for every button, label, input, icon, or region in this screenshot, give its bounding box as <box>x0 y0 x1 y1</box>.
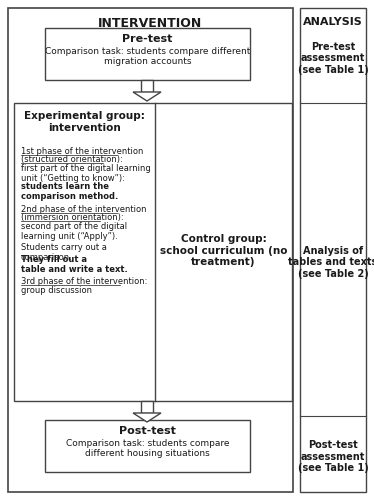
Text: ANALYSIS: ANALYSIS <box>303 17 363 27</box>
Text: second part of the digital
learning unit (“Apply”).
Students carry out a
compari: second part of the digital learning unit… <box>21 222 127 262</box>
Text: Post-test
assessment
(see Table 1): Post-test assessment (see Table 1) <box>298 440 368 473</box>
Text: (immersion orientation):: (immersion orientation): <box>21 213 124 222</box>
Text: first part of the digital learning
unit (“Getting to know”):: first part of the digital learning unit … <box>21 164 151 184</box>
Text: 2nd phase of the intervention: 2nd phase of the intervention <box>21 205 147 214</box>
Text: (structured orientation):: (structured orientation): <box>21 155 123 164</box>
Text: They fill out a
table and write a text.: They fill out a table and write a text. <box>21 255 128 274</box>
Polygon shape <box>133 92 161 101</box>
Text: Pre-test
assessment
(see Table 1): Pre-test assessment (see Table 1) <box>298 42 368 74</box>
Text: Comparison task: students compare
different housing situations: Comparison task: students compare differ… <box>66 439 229 458</box>
Text: group discussion: group discussion <box>21 286 92 295</box>
Text: Comparison task: students compare different
migration accounts: Comparison task: students compare differ… <box>45 47 250 66</box>
Text: Post-test: Post-test <box>119 426 176 436</box>
FancyBboxPatch shape <box>45 28 250 80</box>
Text: INTERVENTION: INTERVENTION <box>98 17 202 30</box>
Bar <box>141 401 153 413</box>
Text: 1st phase of the intervention: 1st phase of the intervention <box>21 147 143 156</box>
Text: students learn the
comparison method.: students learn the comparison method. <box>21 182 118 202</box>
FancyBboxPatch shape <box>14 103 292 401</box>
FancyBboxPatch shape <box>45 420 250 472</box>
Text: Control group:
school curriculum (no
treatment): Control group: school curriculum (no tre… <box>160 234 287 267</box>
Text: Experimental group:
intervention: Experimental group: intervention <box>24 111 145 132</box>
Text: Pre-test: Pre-test <box>122 34 173 44</box>
FancyBboxPatch shape <box>8 8 293 492</box>
FancyBboxPatch shape <box>300 8 366 492</box>
Text: 3rd phase of the intervention:: 3rd phase of the intervention: <box>21 277 147 286</box>
Polygon shape <box>133 413 161 422</box>
Text: Analysis of
tables and texts
(see Table 2): Analysis of tables and texts (see Table … <box>288 246 374 278</box>
Bar <box>141 80 153 92</box>
